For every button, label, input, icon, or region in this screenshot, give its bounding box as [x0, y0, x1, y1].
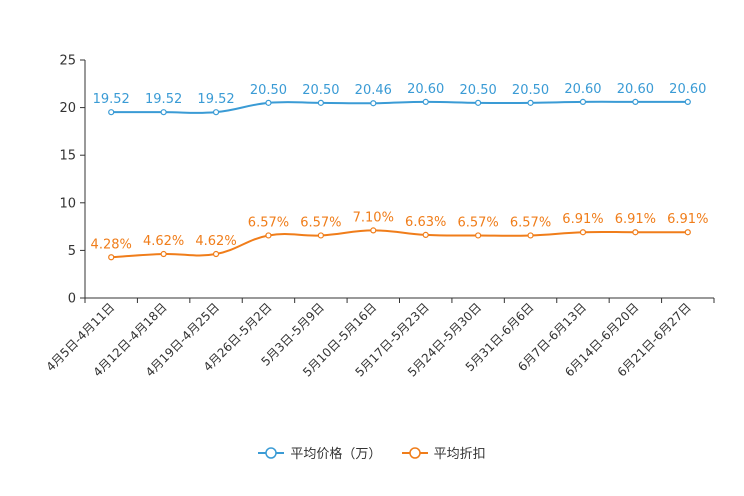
- data-label-0: 20.60: [407, 82, 444, 97]
- data-label-1: 6.57%: [248, 215, 289, 230]
- data-label-1: 7.10%: [353, 210, 394, 225]
- data-point-1: [527, 232, 534, 239]
- data-point-0: [527, 99, 534, 106]
- data-label-1: 6.57%: [300, 215, 341, 230]
- data-point-0: [475, 99, 482, 106]
- legend-item-price[interactable]: 平均价格（万）: [258, 443, 381, 462]
- data-point-1: [160, 250, 167, 258]
- data-label-1: 6.91%: [615, 212, 656, 227]
- data-point-1: [632, 229, 639, 236]
- data-point-0: [422, 98, 429, 105]
- data-point-0: [212, 109, 220, 116]
- data-label-0: 19.52: [145, 92, 182, 107]
- data-point-1: [212, 250, 220, 258]
- data-point-1: [108, 254, 115, 261]
- legend-item-discount[interactable]: 平均折扣: [401, 443, 486, 462]
- chart-series: 19.52 19.52 19.52 20.50 20.50 20.46 20.60 20.50…: [91, 82, 708, 261]
- legend-marker-icon: [258, 446, 285, 459]
- data-point-0: [370, 100, 377, 107]
- data-label-0: 20.50: [250, 83, 287, 98]
- data-label-1: 6.91%: [562, 212, 603, 227]
- data-label-1: 4.28%: [91, 237, 132, 252]
- data-label-1: 6.63%: [405, 215, 446, 230]
- data-label-1: 6.91%: [667, 212, 708, 227]
- data-point-1: [265, 232, 272, 239]
- y-tick-label: 10: [59, 196, 76, 211]
- data-label-1: 6.57%: [510, 215, 551, 230]
- data-label-0: 20.60: [669, 82, 706, 97]
- data-point-1: [317, 232, 324, 239]
- data-point-0: [317, 99, 324, 106]
- data-point-0: [684, 98, 691, 105]
- data-point-1: [684, 229, 691, 236]
- data-label-1: 4.62%: [143, 234, 184, 249]
- legend-label: 平均价格（万）: [290, 447, 382, 462]
- data-label-0: 20.60: [617, 82, 654, 97]
- data-label-0: 20.46: [355, 83, 392, 98]
- y-tick-label: 15: [59, 149, 76, 164]
- y-tick-label: 0: [68, 292, 76, 307]
- data-label-1: 6.57%: [457, 215, 498, 230]
- y-tick-label: 5: [68, 244, 76, 259]
- data-point-1: [422, 231, 429, 238]
- data-point-1: [579, 229, 587, 236]
- series-line-1: [111, 229, 688, 259]
- data-point-0: [632, 98, 639, 105]
- data-point-0: [108, 109, 115, 116]
- data-label-0: 19.52: [93, 92, 130, 107]
- data-label-0: 19.52: [197, 92, 234, 107]
- data-label-0: 20.60: [564, 82, 601, 97]
- data-point-0: [160, 109, 167, 116]
- y-tick-label: 20: [59, 101, 76, 116]
- data-point-0: [579, 98, 587, 105]
- data-point-1: [475, 232, 482, 239]
- data-label-0: 20.50: [512, 83, 549, 98]
- y-tick-label: 25: [59, 54, 76, 69]
- data-point-0: [265, 99, 272, 106]
- data-point-1: [370, 227, 377, 234]
- data-label-0: 20.50: [460, 83, 497, 98]
- chart-legend: 平均价格（万） 平均折扣: [0, 443, 744, 463]
- legend-marker-icon: [401, 446, 428, 459]
- data-label-1: 4.62%: [195, 234, 236, 249]
- series-line-0: [111, 100, 688, 114]
- line-chart: 05101520254月5日-4月11日4月12日-4月18日4月19日-4月2…: [43, 54, 715, 380]
- data-label-0: 20.50: [302, 83, 339, 98]
- legend-label: 平均折扣: [433, 447, 486, 462]
